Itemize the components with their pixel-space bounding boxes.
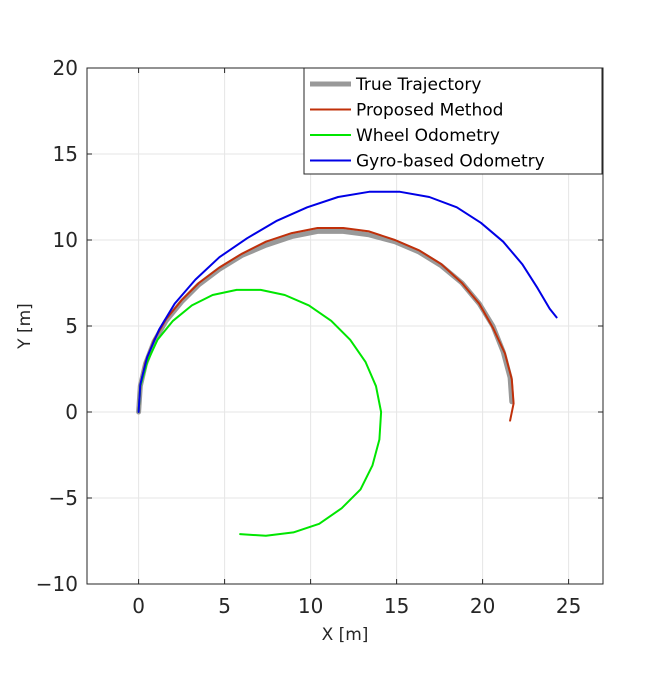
x-tick-label: 15: [384, 594, 409, 618]
x-tick-label: 10: [298, 594, 323, 618]
series-lines: [136, 190, 558, 537]
legend-box: [303, 67, 603, 175]
x-tick-label: 0: [132, 594, 145, 618]
series-line-wheel-odometry: [137, 288, 383, 537]
series-line-gyro-based-odometry: [137, 190, 558, 413]
x-axis-label: X [m]: [322, 625, 369, 645]
legend-label-gyro-based-odometry: Gyro-based Odometry: [356, 152, 545, 172]
x-tick-label: 20: [470, 594, 495, 618]
y-axis-label: Y [m]: [15, 303, 35, 350]
y-tick-label: −5: [49, 486, 78, 510]
series-line-proposed-method: [137, 227, 515, 422]
legend-label-wheel-odometry: Wheel Odometry: [356, 126, 500, 146]
y-tick-label: 5: [65, 314, 78, 338]
y-tick-label: 10: [53, 228, 78, 252]
y-tick-label: 20: [53, 56, 78, 80]
x-tick-label: 25: [556, 594, 581, 618]
x-tick-label: 5: [218, 594, 231, 618]
y-tick-label: 15: [53, 142, 78, 166]
series-line-true-trajectory: [136, 228, 515, 415]
legend: True Trajectory Proposed Method Wheel Odom…: [303, 67, 603, 175]
legend-label-true-trajectory: True Trajectory: [355, 75, 481, 95]
y-tick-label: −10: [36, 572, 78, 596]
y-tick-label: 0: [65, 400, 78, 424]
legend-label-proposed-method: Proposed Method: [356, 101, 503, 121]
